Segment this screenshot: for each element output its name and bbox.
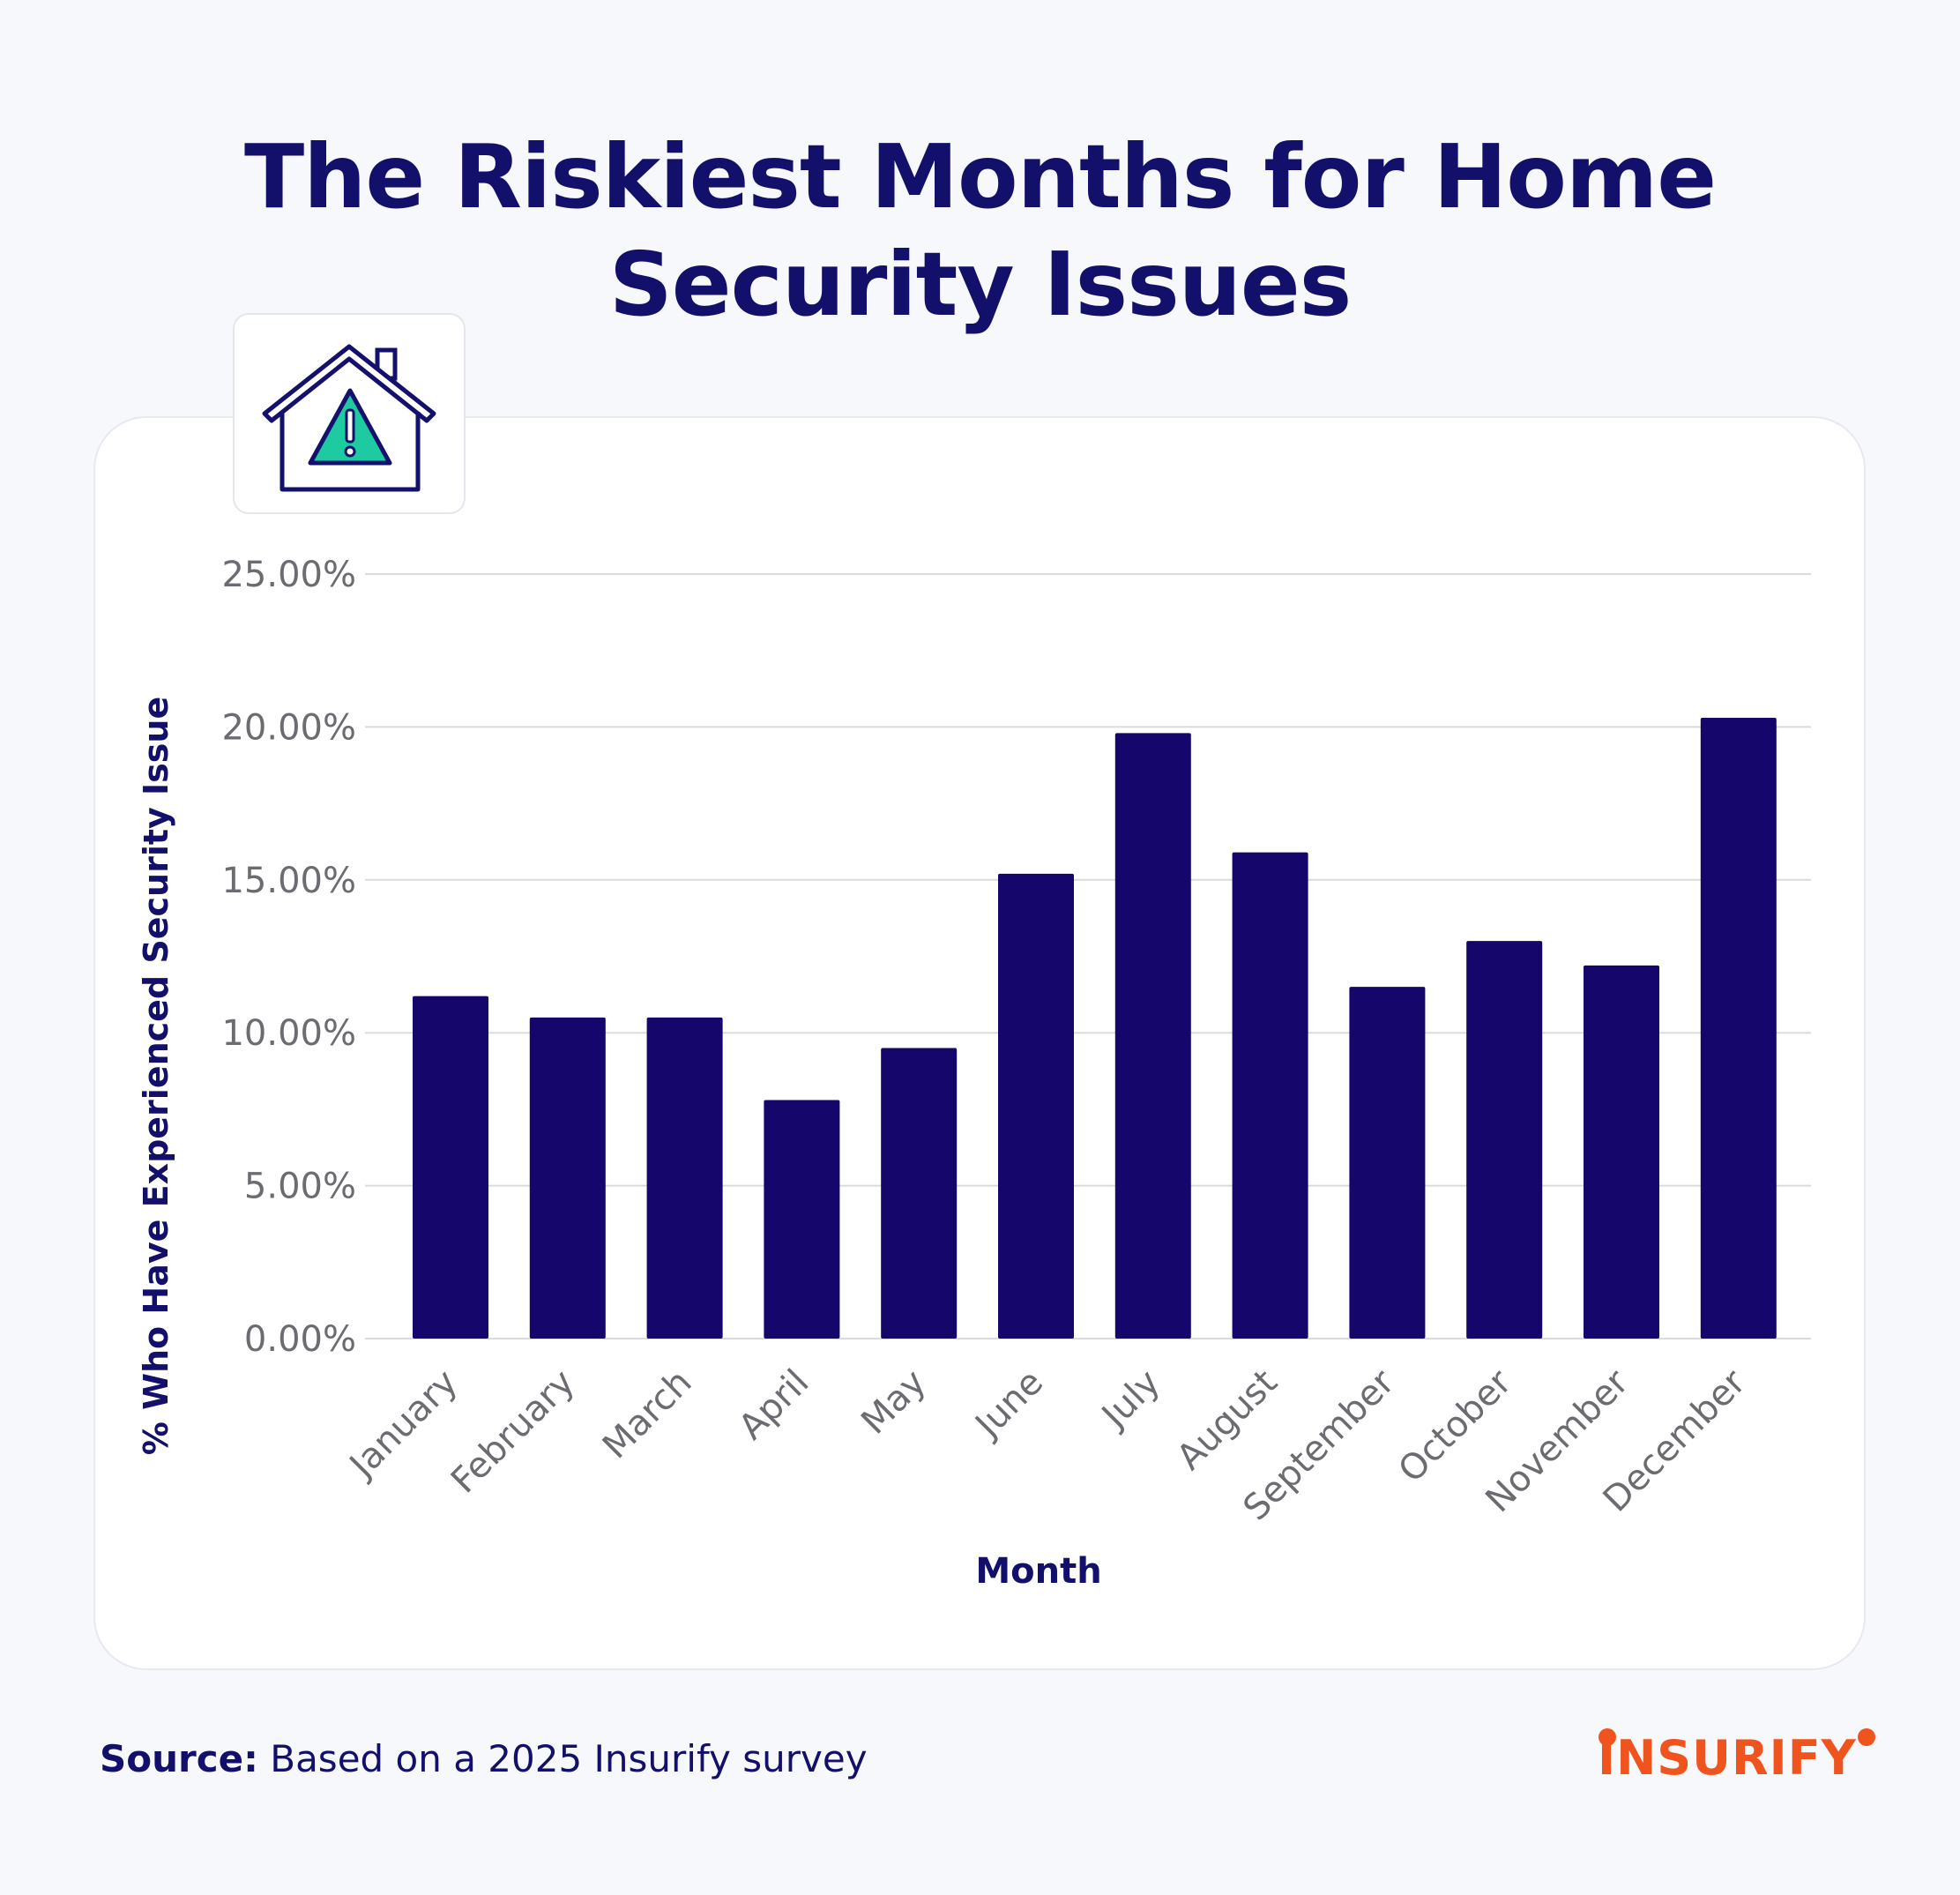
- bar-march: [646, 1017, 723, 1339]
- bar-september: [1349, 987, 1426, 1339]
- source-note: Source: Based on a 2025 Insurify survey: [100, 1737, 868, 1780]
- y-tick-label: 25.00%: [221, 555, 356, 595]
- x-axis-label: Month: [975, 1551, 1101, 1592]
- bar-june: [998, 873, 1074, 1339]
- y-tick-labels: 0.00% 5.00% 10.00% 15.00% 20.00% 25.00%: [221, 555, 356, 1360]
- bar-july: [1114, 733, 1191, 1339]
- x-tick-label-may: May: [853, 1362, 934, 1443]
- bar-december: [1700, 717, 1777, 1339]
- y-tick-label: 5.00%: [244, 1167, 356, 1207]
- title-line-2: Security Issues: [608, 233, 1353, 336]
- y-tick-label: 10.00%: [221, 1013, 356, 1054]
- source-label: Source:: [100, 1737, 258, 1780]
- bar-august: [1232, 852, 1308, 1339]
- y-tick-label: 20.00%: [221, 707, 356, 748]
- x-tick-label-march: March: [595, 1362, 700, 1467]
- brand-logo: INSURIFY: [1598, 1728, 1875, 1786]
- x-tick-label-february: February: [443, 1362, 583, 1502]
- icon-badge: [233, 313, 466, 514]
- bar-october: [1466, 941, 1543, 1339]
- house-warning-icon: [262, 344, 436, 492]
- brand-text: INSURIFY: [1598, 1730, 1857, 1786]
- y-tick-label: 0.00%: [244, 1319, 356, 1360]
- bar-may: [881, 1048, 958, 1339]
- chart-card: [93, 416, 1866, 1670]
- logo-dot-right: [1858, 1728, 1875, 1746]
- y-axis-label: % Who Have Experienced Security Issue: [137, 697, 175, 1455]
- x-tick-label-july: July: [1092, 1362, 1168, 1438]
- bars: [413, 717, 1777, 1339]
- bar-november: [1584, 965, 1659, 1339]
- logo-dot-left: [1599, 1728, 1616, 1746]
- source-text: Based on a 2025 Insurify survey: [257, 1737, 868, 1780]
- gridlines: [365, 573, 1811, 1339]
- page-title: The Riskiest Months for Home Security Is…: [0, 123, 1960, 339]
- x-tick-label-june: June: [966, 1362, 1051, 1447]
- y-tick-label: 15.00%: [221, 861, 356, 901]
- bar-april: [764, 1100, 840, 1339]
- title-line-1: The Riskiest Months for Home: [243, 125, 1717, 228]
- x-tick-label-april: April: [731, 1362, 816, 1448]
- bar-february: [529, 1017, 606, 1339]
- x-tick-label-august: August: [1169, 1362, 1286, 1479]
- bar-january: [413, 996, 488, 1339]
